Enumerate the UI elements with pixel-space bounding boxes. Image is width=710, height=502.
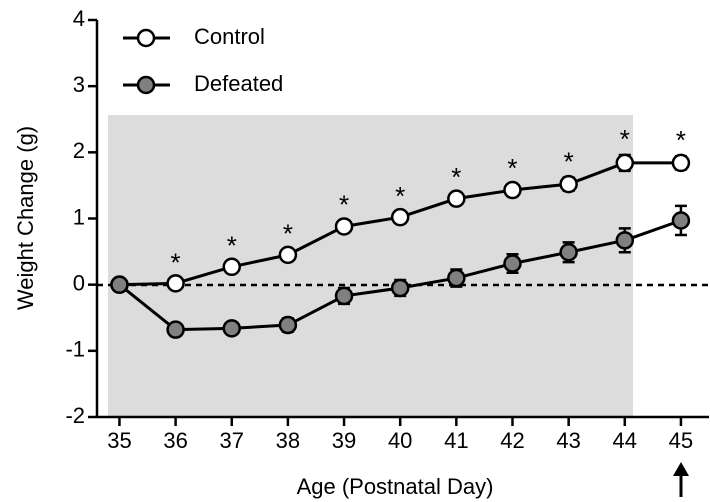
y-tick-label: 1 [73, 204, 85, 229]
annotation: * [283, 218, 293, 248]
marker [671, 211, 691, 230]
annotation: * [227, 230, 237, 260]
y-tick-label: 3 [73, 72, 85, 97]
y-tick-label: -1 [65, 337, 85, 362]
annotation: * [395, 181, 405, 211]
x-tick-label: 45 [669, 428, 693, 453]
arrow [673, 462, 689, 497]
x-tick-label: 36 [163, 428, 187, 453]
y-axis-label: Weight Change (g) [13, 126, 38, 310]
y-tick-label: 0 [73, 270, 85, 295]
x-tick-label: 40 [388, 428, 412, 453]
marker [671, 153, 691, 173]
legend-marker [136, 75, 156, 95]
legend-label: Control [194, 24, 265, 49]
x-tick-label: 43 [556, 428, 580, 453]
x-tick-label: 41 [444, 428, 468, 453]
legend-item: Defeated [123, 71, 283, 96]
marker [334, 286, 354, 306]
marker [278, 245, 298, 265]
x-tick-label: 44 [613, 428, 637, 453]
x-axis-label: Age (Postnatal Day) [297, 474, 494, 499]
legend-label: Defeated [194, 71, 283, 96]
annotation: * [171, 248, 181, 278]
x-tick-label: 35 [107, 428, 131, 453]
marker [615, 153, 635, 173]
legend-item: Control [123, 24, 265, 49]
y-tick-label: -2 [65, 403, 85, 428]
y-tick-label: 2 [73, 138, 85, 163]
x-tick-label: 42 [500, 428, 524, 453]
marker [390, 207, 410, 227]
marker [447, 189, 466, 208]
marker [278, 315, 298, 335]
marker [166, 274, 185, 293]
x-tick-label: 37 [220, 428, 244, 453]
marker [559, 174, 578, 194]
shaded-period [108, 115, 633, 417]
annotation: * [507, 153, 517, 183]
annotation: * [451, 162, 461, 192]
marker [390, 278, 410, 298]
marker [166, 320, 185, 339]
legend-marker [136, 28, 156, 48]
marker [447, 268, 466, 288]
annotation: * [620, 124, 630, 154]
marker [615, 231, 635, 250]
marker [110, 275, 129, 294]
annotation: * [564, 146, 574, 176]
annotation: * [676, 125, 686, 155]
annotation: * [339, 189, 349, 219]
marker [222, 319, 242, 338]
y-tick-label: 4 [73, 6, 85, 31]
marker [559, 242, 578, 262]
x-tick-label: 39 [332, 428, 356, 453]
marker [503, 180, 522, 200]
marker [503, 254, 522, 273]
marker [222, 257, 242, 277]
marker [334, 217, 354, 236]
x-tick-label: 38 [276, 428, 300, 453]
